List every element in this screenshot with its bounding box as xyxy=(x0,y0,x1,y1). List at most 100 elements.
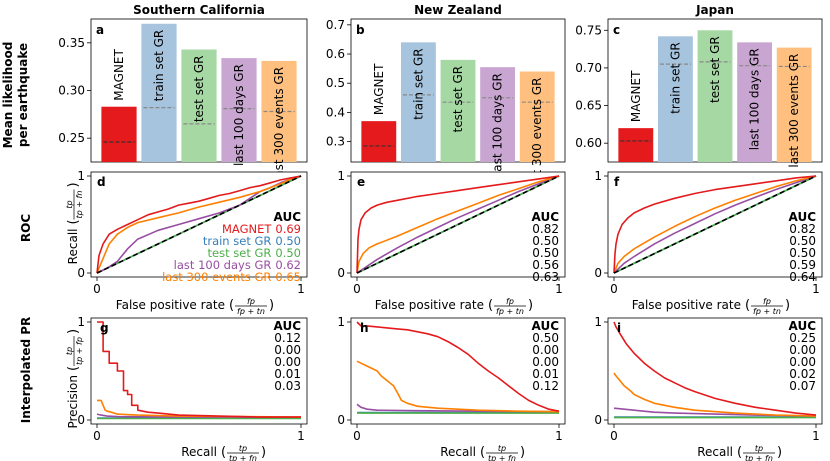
series-line-last-100-days-gr xyxy=(356,403,560,413)
x-tick-label: 1 xyxy=(555,282,563,296)
bar-label: test set GR xyxy=(192,56,206,123)
bar-label: last 100 days GR xyxy=(491,73,505,175)
bar-label: train set GR xyxy=(668,42,682,114)
panel-letter: h xyxy=(360,321,369,335)
bar-train-set-gr xyxy=(141,23,177,163)
paren: ) xyxy=(777,445,782,460)
frac-denominator: tp + fn xyxy=(229,454,257,461)
series-line-magnet xyxy=(613,321,817,416)
y-tick-label: 0.70 xyxy=(575,61,602,75)
legend-auc-value: 0.07 xyxy=(789,379,816,393)
bar-label: last 100 days GR xyxy=(232,64,246,166)
legend-title: AUC xyxy=(274,319,302,333)
bar-test-set-gr xyxy=(181,49,217,162)
series-line-magnet xyxy=(96,175,302,274)
paren: ) xyxy=(66,182,81,187)
panel-letter: i xyxy=(617,321,621,335)
paren: ( xyxy=(66,366,81,371)
legend-title: AUC xyxy=(532,319,560,333)
legend-auc-value: 0.00 xyxy=(274,355,301,369)
bar-label: last 300 events GR xyxy=(787,54,801,168)
frac-numerator: tp xyxy=(65,347,74,355)
legend-auc-value: 0.59 xyxy=(789,258,816,272)
panel-letter: b xyxy=(356,23,365,37)
frac-numerator: fp xyxy=(763,297,771,306)
y-tick-label: 0.60 xyxy=(575,136,602,150)
bar-label: train set GR xyxy=(152,30,166,102)
legend-series-name: train set GR xyxy=(203,234,272,248)
series-line-magnet xyxy=(356,175,560,274)
paren: ) xyxy=(520,445,525,460)
legend-auc-value: 0.62 xyxy=(275,258,301,272)
y-tick-label: 0.25 xyxy=(58,131,85,145)
y-tick-label: 0 xyxy=(77,266,85,280)
chance-diagonal xyxy=(613,175,817,274)
series-line-last-100-days-gr xyxy=(613,175,817,274)
y-tick-label: 0 xyxy=(594,413,602,427)
y-tick-label: 0 xyxy=(337,413,345,427)
bar-magnet xyxy=(101,106,137,162)
paren: ( xyxy=(66,219,81,224)
x-tick-label: 0 xyxy=(93,282,101,296)
frac-denominator: fp + tn xyxy=(753,307,781,316)
legend-auc-value: 0.50 xyxy=(789,246,816,260)
y-tick-label: 1 xyxy=(337,169,345,183)
legend-series-name: MAGNET xyxy=(222,222,272,236)
paren: ( xyxy=(221,445,226,460)
bar-label: last 100 days GR xyxy=(748,48,762,150)
legend-entry: last 300 events GR 0.65 xyxy=(162,270,301,284)
legend-auc-value: 0.69 xyxy=(275,222,301,236)
series-line-last-100-days-gr xyxy=(613,407,817,417)
paren: ) xyxy=(785,298,790,313)
legend-entry: MAGNET 0.69 xyxy=(222,222,301,236)
bar-panel-a: Southern California a 0.25 0.30 0.35 MAGNET tr… xyxy=(58,3,308,181)
y-axis-label-text: Recall xyxy=(66,229,80,265)
paren: ( xyxy=(488,298,493,313)
x-tick-label: 0 xyxy=(353,282,361,296)
paren: ) xyxy=(528,298,533,313)
bar-label: MAGNET xyxy=(112,48,126,100)
y-tick-label: 0.6 xyxy=(326,47,345,61)
bar-last-100-days-gr xyxy=(480,67,516,162)
legend-title: AUC xyxy=(274,210,302,224)
bar-magnet xyxy=(361,121,397,162)
bar-test-set-gr xyxy=(697,30,733,162)
panel-letter: c xyxy=(613,23,620,37)
frac-numerator: tp xyxy=(498,444,506,453)
frac-numerator: tp xyxy=(755,444,763,453)
frac-denominator: fp + tn xyxy=(237,307,265,316)
legend-title: AUC xyxy=(532,210,560,224)
x-tick-label: 0 xyxy=(610,429,618,443)
legend-auc-value: 0.82 xyxy=(532,222,559,236)
frac-denominator: tp + fn xyxy=(488,454,516,461)
x-axis-label-text: Recall xyxy=(440,445,476,459)
row-label-likelihood-2: per earthquake xyxy=(16,43,30,147)
panel-letter: a xyxy=(96,23,104,37)
legend-auc-value: 0.00 xyxy=(789,343,816,357)
series-line-last-100-days-gr xyxy=(356,175,560,274)
y-tick-label: 1 xyxy=(594,315,602,329)
x-tick-label: 0 xyxy=(610,282,618,296)
series-line-last-300-events-gr xyxy=(613,372,817,417)
legend-auc-value: 0.00 xyxy=(789,355,816,369)
legend-auc-value: 0.50 xyxy=(532,246,559,260)
paren: ) xyxy=(261,445,266,460)
x-axis-label-text: Recall xyxy=(181,445,217,459)
legend-series-name: last 100 days GR xyxy=(174,258,272,272)
legend-auc-value: 0.50 xyxy=(275,234,301,248)
legend-auc-value: 0.25 xyxy=(789,331,816,345)
legend-auc-value: 0.12 xyxy=(274,331,301,345)
frac-numerator: fp xyxy=(247,297,255,306)
panel-letter: f xyxy=(614,175,620,189)
x-axis-label-text: Recall xyxy=(697,445,733,459)
y-tick-label: 0.75 xyxy=(575,23,602,37)
legend-auc-value: 0.50 xyxy=(532,331,559,345)
paren: ( xyxy=(745,298,750,313)
legend-series-name: last 300 events GR xyxy=(162,270,271,284)
